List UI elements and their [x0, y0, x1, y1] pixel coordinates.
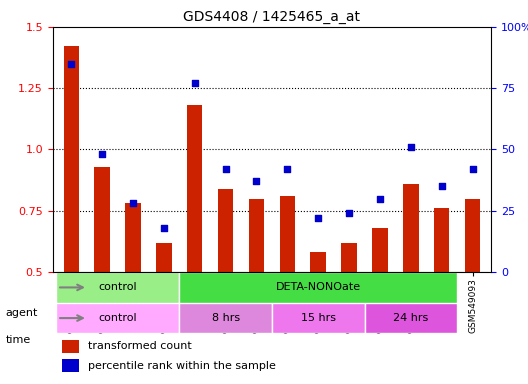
Bar [187, 105, 202, 272]
Point [67, 61, 76, 67]
Bar [434, 209, 449, 272]
Bar [62, 359, 79, 372]
Point [283, 166, 291, 172]
Text: 15 hrs: 15 hrs [301, 313, 336, 323]
Point [159, 225, 168, 231]
Text: agent: agent [5, 308, 37, 318]
FancyBboxPatch shape [180, 272, 457, 303]
Point [376, 195, 384, 202]
Bar [63, 46, 79, 272]
Text: control: control [98, 313, 137, 323]
Bar [156, 243, 172, 272]
Point [129, 200, 137, 207]
Point [468, 166, 477, 172]
Point [221, 166, 230, 172]
Text: control: control [98, 282, 137, 293]
Bar [125, 204, 141, 272]
Text: time: time [5, 335, 31, 345]
Bar [403, 184, 419, 272]
FancyBboxPatch shape [56, 272, 180, 303]
Point [407, 144, 415, 150]
Bar [95, 167, 110, 272]
Point [314, 215, 323, 221]
FancyBboxPatch shape [56, 303, 180, 333]
FancyBboxPatch shape [364, 303, 457, 333]
Bar [249, 199, 264, 272]
Text: transformed count: transformed count [88, 341, 192, 351]
Bar [372, 228, 388, 272]
FancyBboxPatch shape [180, 303, 272, 333]
Title: GDS4408 / 1425465_a_at: GDS4408 / 1425465_a_at [183, 10, 361, 25]
Text: 24 hrs: 24 hrs [393, 313, 428, 323]
Bar [342, 243, 357, 272]
Bar [280, 196, 295, 272]
Text: DETA-NONOate: DETA-NONOate [276, 282, 361, 293]
FancyBboxPatch shape [272, 303, 364, 333]
Point [437, 183, 446, 189]
Point [345, 210, 353, 216]
Bar [218, 189, 233, 272]
Bar [465, 199, 480, 272]
Point [98, 151, 107, 157]
Point [252, 178, 261, 184]
Text: 8 hrs: 8 hrs [212, 313, 240, 323]
Point [191, 80, 199, 86]
Bar [62, 340, 79, 353]
Bar [310, 253, 326, 272]
Text: percentile rank within the sample: percentile rank within the sample [88, 361, 276, 371]
